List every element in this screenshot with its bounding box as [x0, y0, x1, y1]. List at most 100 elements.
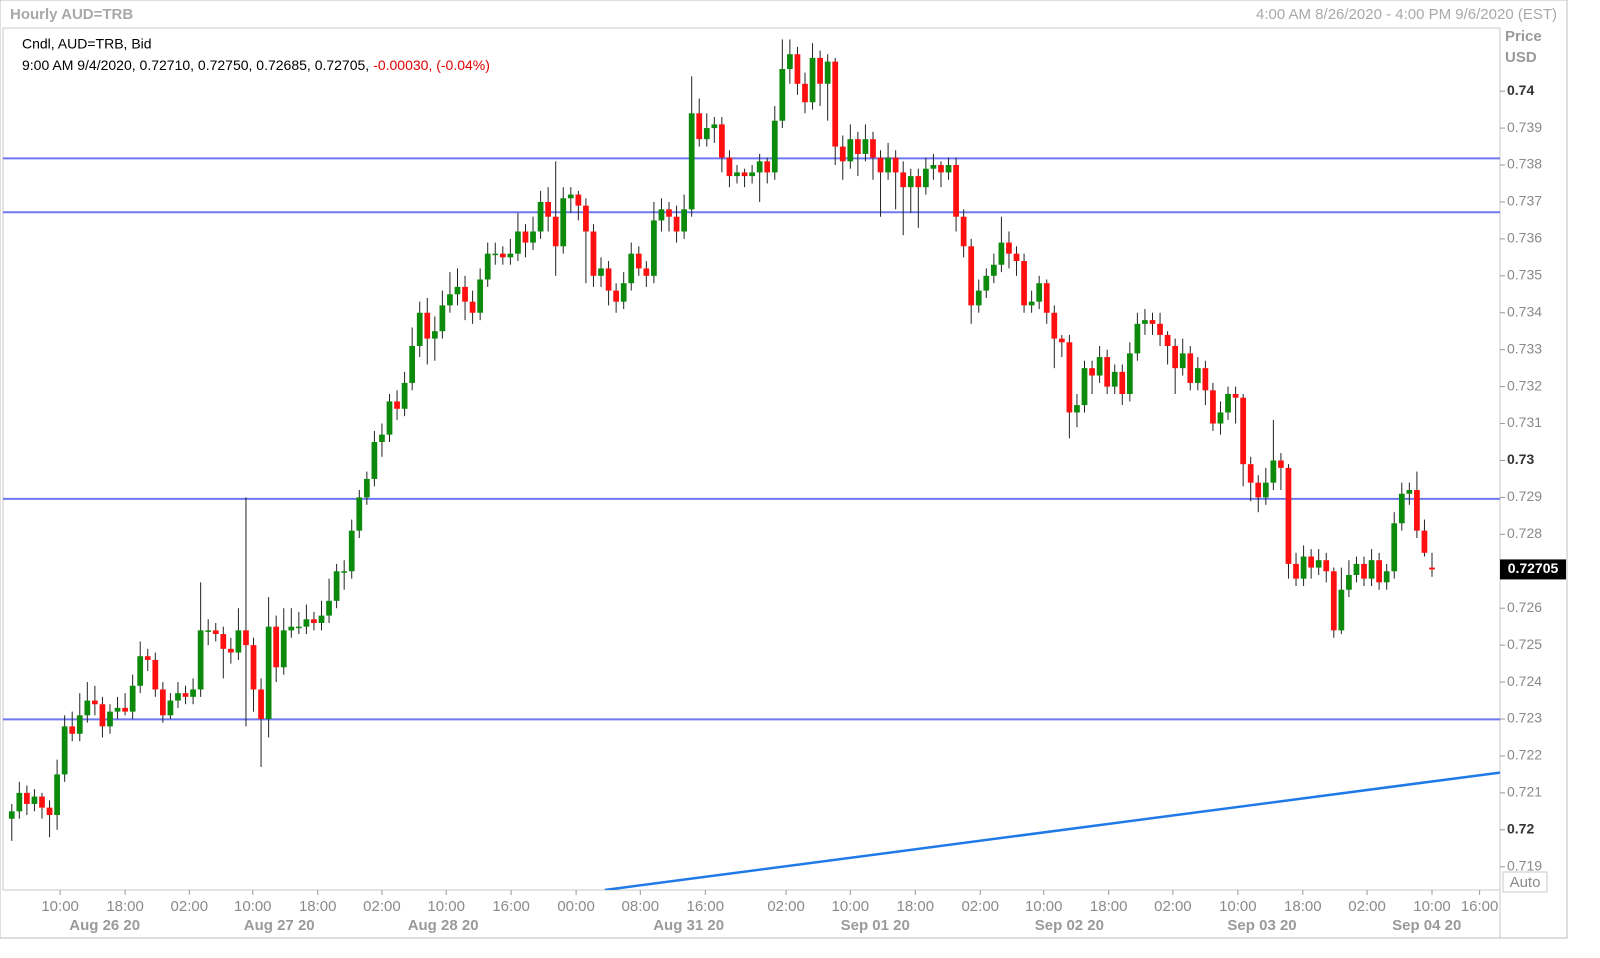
candle-body: [1368, 560, 1375, 579]
candle-body: [567, 194, 574, 199]
candle-body: [107, 711, 113, 727]
candle-body: [159, 689, 166, 716]
candle-body: [907, 176, 914, 188]
x-tick-label: 10:00: [234, 898, 272, 915]
candle-body: [598, 268, 604, 276]
candle-body: [635, 253, 642, 269]
candle-body: [175, 693, 181, 701]
candle-body: [484, 253, 491, 280]
date-label: Aug 28 20: [408, 917, 479, 934]
candle-body: [1202, 368, 1209, 391]
candle-body: [960, 216, 967, 247]
date-label: Sep 01 20: [841, 917, 910, 934]
candle-body: [1157, 323, 1163, 335]
scale-mode[interactable]: Auto: [1510, 874, 1541, 891]
candle-body: [250, 645, 257, 690]
candle-body: [802, 83, 808, 103]
candle-body: [197, 630, 204, 690]
candle-body: [1028, 301, 1035, 306]
candle-body: [326, 600, 332, 616]
candle-body: [1021, 261, 1027, 306]
candle-body: [129, 685, 136, 712]
candle-body: [583, 205, 589, 232]
legend-info: 9:00 AM 9/4/2020, 0.72710, 0.72750, 0.72…: [22, 57, 490, 73]
x-tick-label: 02:00: [961, 898, 999, 915]
candle-body: [590, 231, 597, 276]
y-tick-label: 0.723: [1507, 710, 1542, 726]
candle-body: [696, 113, 703, 140]
candle-body: [1210, 390, 1216, 424]
candle-body: [265, 626, 272, 720]
candle-body: [620, 283, 627, 302]
candle-body: [462, 286, 468, 302]
candle-body: [1376, 560, 1382, 583]
x-tick-label: 08:00: [622, 898, 660, 915]
candle-body: [92, 700, 98, 705]
candle-body: [847, 139, 854, 162]
date-label: Aug 31 20: [653, 917, 724, 934]
date-label: Sep 02 20: [1035, 917, 1104, 934]
y-tick-label: 0.73: [1507, 451, 1534, 467]
y-tick-label: 0.728: [1507, 525, 1542, 541]
candle-body: [734, 172, 740, 177]
candle-body: [492, 253, 499, 256]
plot-content: [3, 39, 1500, 890]
y-tick-label: 0.719: [1507, 857, 1542, 873]
candle-body: [870, 139, 876, 158]
candle-body: [1262, 482, 1269, 498]
candle-body: [227, 648, 234, 653]
y-tick-label: 0.733: [1507, 340, 1542, 356]
candle-body: [416, 312, 423, 346]
y-tick-label: 0.738: [1507, 156, 1542, 172]
candle-body: [477, 279, 484, 313]
candle-body: [1270, 460, 1277, 483]
candle-body: [379, 434, 385, 443]
scale-mode-box[interactable]: [1502, 871, 1548, 893]
candle-body: [1278, 460, 1284, 468]
y-tick-label: 0.732: [1507, 377, 1542, 393]
candle-body: [409, 345, 416, 383]
candle-body: [1300, 556, 1307, 579]
candle-body: [1330, 571, 1337, 631]
candle-body: [613, 290, 620, 302]
chart-subtitle: 4:00 AM 8/26/2020 - 4:00 PM 9/6/2020 (ES…: [1256, 6, 1557, 23]
candle-body: [182, 693, 189, 697]
candle-body: [114, 707, 121, 712]
candle-body: [877, 157, 884, 173]
candle-body: [711, 124, 718, 129]
last-price-label: 0.72705: [1508, 560, 1559, 576]
y-tick-label: 0.739: [1507, 119, 1542, 135]
legend-title: Cndl, AUD=TRB, Bid: [22, 36, 152, 52]
candle-body: [258, 689, 264, 720]
candle-body: [469, 301, 476, 313]
candle-body: [1149, 320, 1156, 324]
candle-body: [499, 253, 506, 258]
candle-body: [1361, 563, 1367, 579]
candle-body: [356, 497, 363, 531]
candle-body: [454, 286, 461, 295]
x-tick-label: 02:00: [363, 898, 401, 915]
candle-body: [295, 626, 302, 629]
y-axis-label: Price: [1505, 28, 1542, 45]
candle-body: [144, 656, 151, 660]
candle-body: [394, 401, 400, 409]
candle-body: [537, 201, 544, 232]
date-label: Aug 27 20: [244, 917, 315, 934]
candle-body: [280, 630, 287, 668]
x-tick-label: 18:00: [1284, 898, 1322, 915]
x-tick-label: 02:00: [1154, 898, 1192, 915]
candle-body: [363, 478, 370, 498]
candle-body: [651, 220, 657, 276]
candle-body: [1036, 283, 1043, 302]
candle-body: [998, 242, 1005, 265]
candle-body: [1043, 283, 1050, 313]
candle-body: [1255, 482, 1262, 498]
y-tick-label: 0.735: [1507, 267, 1542, 283]
candle-body: [1225, 393, 1231, 413]
candle-body: [16, 792, 23, 812]
candle-body: [1006, 242, 1012, 254]
candle-body: [779, 68, 786, 121]
candle-body: [545, 201, 552, 217]
candle-body: [1315, 560, 1322, 568]
candle-body: [1126, 353, 1133, 394]
